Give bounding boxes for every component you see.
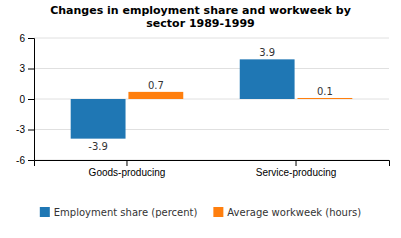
grid-line [34, 68, 389, 69]
tick-mark [28, 160, 34, 161]
tick: Goods-producing [89, 160, 166, 178]
tick: -3 [16, 124, 34, 135]
tick: 0 [19, 94, 34, 105]
tick-mark [28, 130, 34, 131]
tick-mark [126, 160, 127, 166]
tick: 6 [19, 33, 34, 44]
tick-label: 6 [19, 33, 25, 44]
bars [71, 59, 353, 138]
grid [34, 38, 389, 160]
data-label: -3.9 [88, 141, 108, 152]
tick-label: 3 [19, 63, 25, 74]
bar [71, 99, 126, 139]
data-label: 0.1 [317, 86, 333, 97]
legend-label: Average workweek (hours) [227, 207, 361, 218]
tick-label: -3 [16, 124, 25, 135]
chart: Changes in employment share and workweek… [0, 0, 401, 238]
tick-mark [28, 38, 34, 39]
title: Changes in employment share and workweek… [50, 4, 351, 30]
tick-mark [296, 160, 297, 166]
data-label: 3.9 [259, 47, 275, 58]
bar [128, 92, 183, 99]
legend: Employment share (percent) Average workwe… [40, 207, 361, 218]
x-axis: Goods-producing Service-producing [35, 160, 390, 178]
axis-line [28, 39, 35, 161]
tick: Service-producing [256, 160, 337, 178]
legend-item: Employment share (percent) [40, 207, 198, 218]
tick-label: Service-producing [256, 167, 337, 178]
data-label: 0.7 [148, 80, 164, 91]
tick: -6 [16, 155, 34, 166]
legend-item: Average workweek (hours) [213, 207, 361, 218]
legend-swatch [213, 207, 223, 217]
legend-swatch [40, 207, 50, 217]
tick: 3 [19, 63, 34, 74]
bar [297, 98, 352, 99]
tick-mark [28, 69, 34, 70]
tick-label: Goods-producing [89, 167, 166, 178]
tick-label: 0 [19, 94, 25, 105]
legend-label: Employment share (percent) [54, 207, 198, 218]
axis-line [35, 161, 390, 167]
plot: -6 -3 0 3 6 Goods-producing Service-producing -… [16, 33, 389, 178]
bar [240, 59, 295, 99]
grid-line [34, 38, 389, 39]
data-labels: -3.9 3.9 0.7 0.1 [88, 47, 332, 151]
tick-label: -6 [16, 155, 25, 166]
y-axis: -6 -3 0 3 6 [16, 33, 34, 166]
tick-mark [28, 99, 34, 100]
